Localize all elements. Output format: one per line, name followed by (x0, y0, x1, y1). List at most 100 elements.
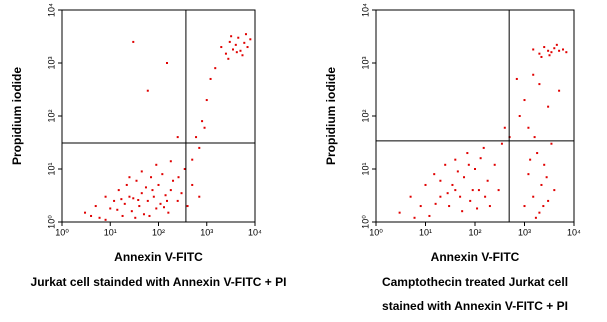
dot (234, 43, 237, 46)
dot (140, 192, 143, 195)
dot (553, 189, 556, 192)
dot (94, 205, 97, 208)
dot (542, 205, 545, 208)
dot (419, 205, 422, 208)
dot (98, 216, 101, 219)
y-axis-title: Propidium iodide (324, 67, 338, 165)
dot (198, 195, 201, 198)
dot (104, 195, 107, 198)
dot (534, 216, 537, 219)
dot (477, 189, 480, 192)
x-tick-label: 10¹ (104, 227, 117, 237)
dot (159, 202, 162, 205)
dot (162, 206, 165, 209)
dot (454, 158, 457, 161)
y-tick-label: 10¹ (46, 162, 56, 175)
y-tick-label: 10⁰ (46, 215, 56, 229)
x-tick-label: 10² (468, 227, 481, 237)
dot (161, 173, 164, 176)
y-tick-label: 10⁴ (46, 3, 56, 17)
y-tick-label: 10² (360, 109, 370, 122)
dot (230, 35, 233, 38)
x-tick-label: 10³ (518, 227, 531, 237)
dot (144, 186, 147, 189)
dot (439, 195, 442, 198)
dot (203, 126, 206, 129)
plot-frame (375, 9, 575, 223)
y-axis-title: Propidium iodide (10, 67, 24, 165)
dot (195, 136, 198, 139)
dot (169, 160, 172, 163)
y-tick-label: 10² (46, 109, 56, 122)
plot-frame (61, 9, 256, 223)
dot (548, 54, 551, 57)
dot (446, 192, 449, 195)
dot (138, 205, 141, 208)
dot (451, 183, 454, 186)
y-tick-label: 10³ (360, 56, 370, 69)
dot (249, 38, 252, 41)
dot (148, 214, 151, 217)
dot (547, 199, 550, 202)
dot (543, 46, 546, 49)
dot (151, 189, 154, 192)
dot (165, 199, 168, 202)
dot (180, 192, 183, 195)
x-axis-title: Annexin V-FITC (114, 250, 203, 264)
dot (176, 199, 179, 202)
dot (201, 120, 204, 123)
dot (132, 40, 135, 43)
dot (558, 89, 561, 92)
y-tick-label: 10⁴ (360, 3, 370, 17)
dot (532, 48, 535, 51)
dot (116, 208, 119, 211)
dot (547, 105, 550, 108)
dot (459, 195, 462, 198)
dot (547, 49, 550, 52)
dot (486, 179, 489, 182)
dot (538, 52, 541, 55)
dot (146, 199, 149, 202)
dot (479, 157, 482, 160)
dot (146, 89, 149, 92)
x-tick-label: 10² (152, 227, 165, 237)
dot (172, 179, 175, 182)
x-tick-label: 10³ (200, 227, 213, 237)
dot (497, 189, 500, 192)
x-axis-title: Annexin V-FITC (431, 250, 520, 264)
dot (493, 163, 496, 166)
dot (243, 41, 246, 44)
x-tick-label: 10⁰ (55, 227, 69, 237)
dot (142, 213, 145, 216)
dot (152, 195, 155, 198)
dot (545, 176, 548, 179)
dot (562, 48, 565, 51)
dot (205, 99, 208, 102)
dot (523, 205, 526, 208)
dot (558, 49, 561, 52)
dot (515, 77, 518, 80)
dot (439, 179, 442, 182)
dot (228, 40, 231, 43)
dot (134, 216, 137, 219)
dot (538, 83, 541, 86)
dot (130, 210, 133, 213)
dot (191, 158, 194, 161)
dot (113, 199, 116, 202)
dot (164, 194, 167, 197)
x-tick-label: 10⁴ (248, 227, 262, 237)
dot (527, 173, 530, 176)
dot (476, 207, 479, 210)
dot (155, 207, 158, 210)
dot (540, 183, 543, 186)
dot (555, 43, 558, 46)
dot (155, 163, 158, 166)
dot (471, 189, 474, 192)
dot (137, 199, 140, 202)
dot (220, 46, 223, 49)
dot (482, 146, 485, 149)
dot (150, 176, 153, 179)
dot (503, 126, 506, 129)
dot (398, 211, 401, 214)
x-tick-label: 10¹ (419, 227, 432, 237)
